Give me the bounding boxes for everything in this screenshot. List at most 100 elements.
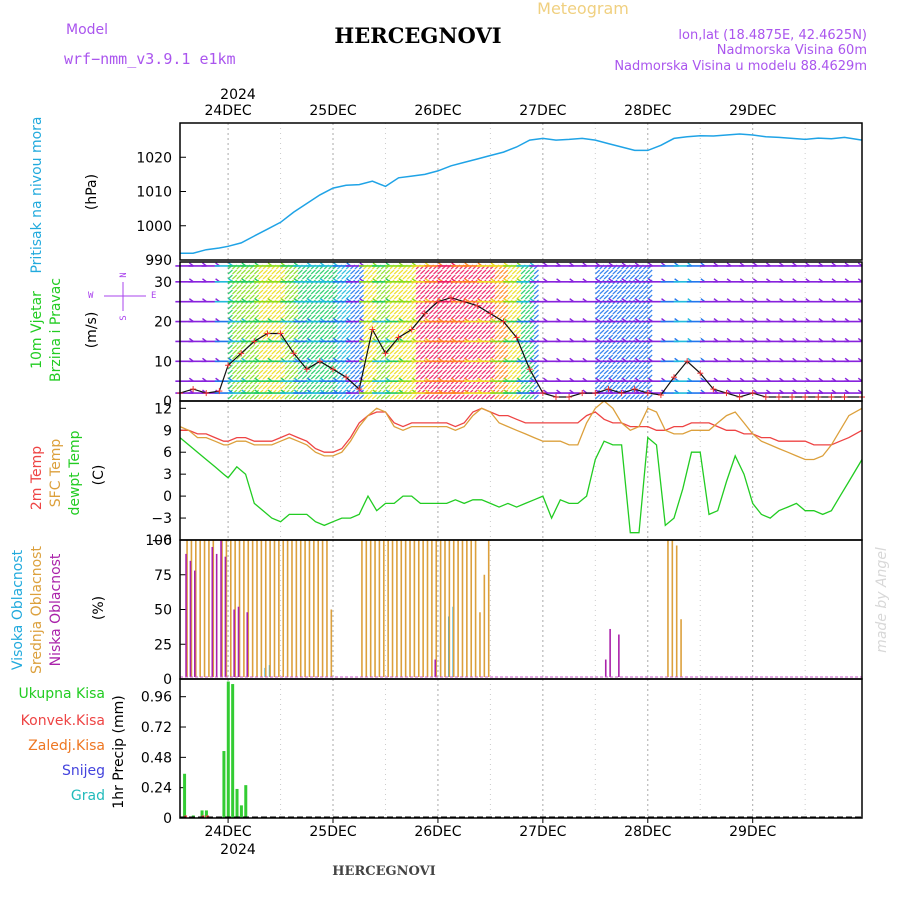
wind-hatch (354, 369, 360, 375)
wind-hatch (302, 384, 308, 390)
wind-hatch (385, 269, 391, 275)
wind-hatch (599, 384, 605, 390)
wind-hatch (476, 324, 483, 330)
wind-hatch (354, 289, 360, 295)
wind-hatch (358, 284, 365, 290)
wind-hatch (424, 369, 430, 375)
wind-hatch (498, 324, 504, 330)
wind-hatch (319, 369, 325, 375)
wind-hatch (494, 364, 500, 370)
wind-hatch (420, 284, 426, 290)
wind-hatch (332, 329, 338, 335)
wind-hatch (323, 354, 330, 360)
wind-hatch (533, 384, 539, 390)
wind-hatch (638, 314, 644, 320)
wind-hatch (415, 384, 421, 390)
wind-hatch (240, 294, 246, 300)
wind-hatch (310, 329, 316, 335)
wind-hatch (227, 284, 233, 290)
wind-hatch (524, 269, 531, 275)
wind-hatch (489, 344, 496, 350)
wind-hatch (310, 309, 316, 315)
wind-hatch (516, 394, 522, 400)
wind-hatch (459, 344, 465, 350)
wind-hatch (245, 269, 251, 275)
wind-hatch (629, 324, 636, 330)
wind-hatch (275, 334, 281, 340)
wind-hatch (411, 344, 417, 350)
wind-hatch (253, 304, 260, 310)
wind-hatch (297, 329, 303, 335)
wind-hatch (638, 274, 644, 280)
wind-hatch (529, 284, 535, 290)
wind-hatch (354, 284, 360, 290)
wind-hatch (319, 384, 325, 390)
wind-hatch (306, 269, 312, 275)
wind-hatch (529, 329, 535, 335)
wind-hatch (319, 344, 325, 350)
wind-hatch (511, 374, 518, 380)
wind-hatch (315, 364, 321, 370)
wind-hatch (603, 354, 609, 360)
wind-hatch (393, 344, 399, 350)
wind-hatch (489, 369, 496, 375)
wind-hatch (328, 364, 334, 370)
wind-hatch (328, 394, 334, 400)
wind-hatch (533, 369, 539, 375)
wind-hatch (437, 344, 443, 350)
wind-hatch (389, 294, 395, 300)
wind-hatch (433, 324, 439, 330)
wind-hatch (354, 354, 360, 360)
wind-hatch (284, 324, 290, 330)
wind-hatch (459, 324, 465, 330)
wind-hatch (446, 274, 452, 280)
wind-hatch (481, 374, 487, 380)
wind-hatch (402, 294, 408, 300)
wind-hatch (350, 344, 356, 350)
compass-e-label: E (151, 291, 156, 301)
wind-hatch (380, 334, 386, 340)
wind-hatch (608, 394, 614, 400)
wind-hatch (485, 394, 491, 400)
wind-hatch (612, 384, 618, 390)
wind-hatch (643, 394, 649, 400)
wind-hatch (302, 354, 308, 360)
wind-hatch (608, 344, 614, 350)
wind-hatch (594, 324, 601, 330)
wind-hatch (323, 314, 330, 320)
wind-hatch (367, 384, 373, 390)
wind-hatch (634, 344, 640, 350)
wind-hatch (446, 324, 452, 330)
bottom-date-labels: 24DEC 25DEC 26DEC 27DEC 28DEC 29DEC (204, 818, 777, 840)
wind-hatch (503, 284, 509, 290)
wind-hatch (227, 369, 233, 375)
wind-hatch (494, 384, 500, 390)
wind-hatch (367, 309, 373, 315)
wind-hatch (485, 364, 491, 370)
wind-hatch (406, 324, 413, 330)
wind-hatch (406, 304, 413, 310)
wind-hatch (236, 304, 242, 310)
wind-hatch (415, 314, 421, 320)
wind-hatch (315, 274, 321, 280)
wind-hatch (249, 369, 255, 375)
wind-hatch (612, 294, 618, 300)
wind-hatch (647, 309, 653, 315)
wind-hatch (267, 304, 273, 310)
wind-hatch (398, 269, 404, 275)
wind-hatch (284, 369, 290, 375)
wind-hatch (232, 364, 238, 370)
wind-hatch (441, 349, 448, 355)
wind-hatch (363, 344, 369, 350)
wind-hatch (262, 304, 268, 310)
wind-hatch (428, 344, 434, 350)
wind-hatch (638, 369, 644, 375)
wind-hatch (481, 394, 487, 400)
wind-hatch (236, 354, 242, 360)
wind-hatch (625, 334, 631, 340)
wind-hatch (280, 284, 286, 290)
wind-hatch (297, 334, 303, 340)
wind-hatch (354, 344, 360, 350)
wind-hatch (306, 289, 312, 295)
wind-hatch (236, 384, 242, 390)
